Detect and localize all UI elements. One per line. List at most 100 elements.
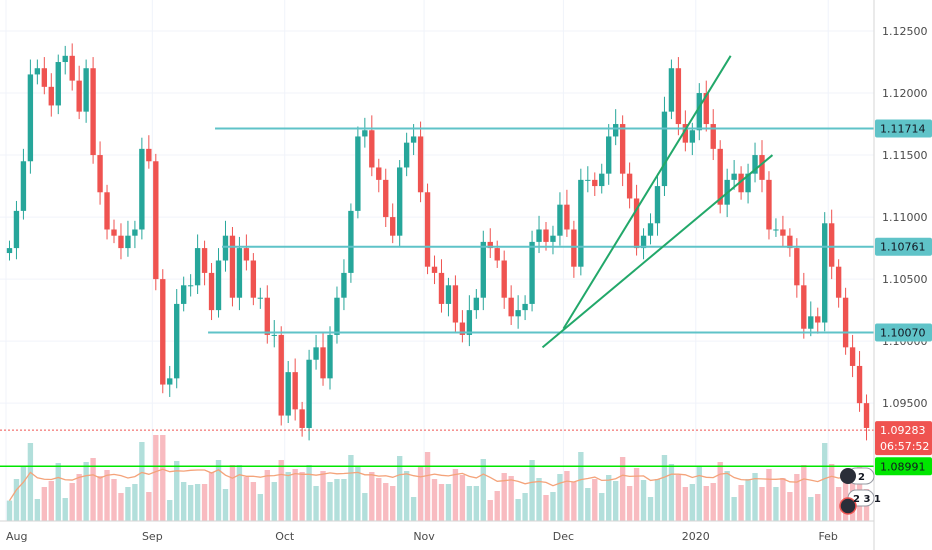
candle-body	[383, 179, 389, 218]
volume-bar	[355, 466, 361, 521]
candle-body	[633, 198, 640, 249]
volume-bar	[160, 435, 166, 521]
indicator-badges[interactable]: 2 2 3 1	[839, 467, 881, 515]
volume-bar	[27, 443, 34, 521]
volume-bar	[438, 484, 445, 521]
price-axis[interactable]: 1.12500 1.12000 1.11500 1.11000 1.10500 1.100…	[882, 25, 928, 410]
volume-bar	[515, 499, 521, 521]
volume-bar	[76, 474, 82, 521]
volume-bar	[20, 467, 27, 521]
candle-body	[473, 297, 480, 311]
volume-bar	[383, 483, 389, 521]
level-price-label: 1.11714	[880, 123, 926, 136]
channel-lower[interactable]	[541, 154, 774, 349]
indicator-badge-label: 2 3 1	[853, 494, 881, 505]
volume-bar	[647, 497, 654, 521]
volume-bar	[292, 469, 298, 521]
candle-body	[97, 155, 103, 193]
price-tick-label: 1.10500	[882, 273, 928, 286]
time-axis[interactable]: Aug Sep Oct Nov Dec 2020 Feb	[6, 530, 838, 543]
volume-bar	[633, 468, 640, 521]
volume-bar	[822, 443, 828, 521]
volume-bar	[828, 464, 835, 521]
volume-bar	[668, 464, 675, 521]
chart-grid	[0, 0, 874, 521]
volume-bars	[6, 435, 870, 521]
candle-body	[459, 322, 466, 335]
volume-bar	[619, 457, 626, 521]
price-tick-label: 1.11000	[882, 211, 928, 224]
volume-bar	[564, 471, 570, 521]
candle-body	[104, 192, 110, 230]
candle-body	[745, 173, 751, 193]
candle-body	[501, 260, 507, 298]
candle-body	[675, 68, 682, 125]
volume-bar	[153, 435, 159, 521]
horizontal-levels[interactable]	[0, 127, 874, 468]
candle-body	[466, 310, 473, 335]
candle-body	[6, 248, 13, 254]
candle-body	[849, 347, 856, 366]
volume-bar	[675, 475, 682, 521]
time-tick-label: Aug	[6, 530, 27, 543]
volume-bar	[710, 483, 716, 521]
candle-body	[564, 204, 570, 230]
candle-body	[480, 241, 486, 298]
volume-bar	[376, 478, 382, 521]
volume-bar	[794, 474, 800, 521]
candle-body	[285, 372, 291, 416]
time-tick-label: Nov	[413, 530, 435, 543]
candle-body	[856, 365, 863, 404]
candle-body	[815, 316, 821, 323]
channel-upper[interactable]	[562, 55, 732, 330]
candle-body	[599, 173, 605, 187]
price-tick-label: 1.12000	[882, 87, 928, 100]
volume-bar	[125, 487, 131, 521]
volume-bar	[257, 494, 264, 521]
volume-bar	[396, 456, 403, 521]
trend-channel[interactable]	[541, 55, 774, 349]
time-tick-label: 2020	[682, 530, 710, 543]
volume-bar	[390, 486, 396, 521]
candle-body	[243, 248, 250, 261]
indicator-badge-label: 2	[858, 472, 865, 483]
volume-bar	[626, 486, 633, 521]
candle-body	[229, 235, 236, 298]
volume-bar	[612, 481, 619, 521]
candle-body	[215, 260, 222, 311]
volume-bar	[508, 476, 514, 521]
volume-bar	[689, 484, 696, 521]
candle-body	[828, 223, 835, 267]
candle-body	[306, 359, 312, 428]
volume-bar	[661, 455, 668, 521]
candle-body	[696, 93, 702, 131]
candle-body	[842, 297, 849, 348]
volume-bar	[738, 485, 744, 521]
volume-bar	[362, 493, 368, 521]
volume-bar	[187, 485, 194, 521]
candle-body	[835, 266, 842, 298]
volume-bar	[787, 492, 793, 521]
volume-bar	[459, 475, 466, 521]
candle-body	[515, 310, 521, 317]
candle-body	[201, 248, 208, 273]
candle-body	[48, 86, 54, 106]
volume-bar	[6, 500, 13, 521]
candle-body	[27, 74, 34, 162]
volume-bar	[306, 465, 312, 521]
candle-body	[410, 136, 417, 143]
volume-bar	[522, 493, 528, 521]
volume-bar	[55, 463, 61, 521]
candle-body	[278, 334, 284, 416]
volume-bar	[13, 479, 20, 521]
volume-bar	[550, 492, 556, 521]
time-tick-label: Sep	[142, 530, 163, 543]
candle-body	[327, 334, 333, 379]
volume-bar	[682, 487, 689, 521]
time-tick-label: Oct	[275, 530, 295, 543]
volume-bar	[48, 481, 54, 521]
volume-bar	[403, 471, 410, 521]
volume-bar	[543, 495, 549, 521]
candle-body	[759, 155, 765, 180]
